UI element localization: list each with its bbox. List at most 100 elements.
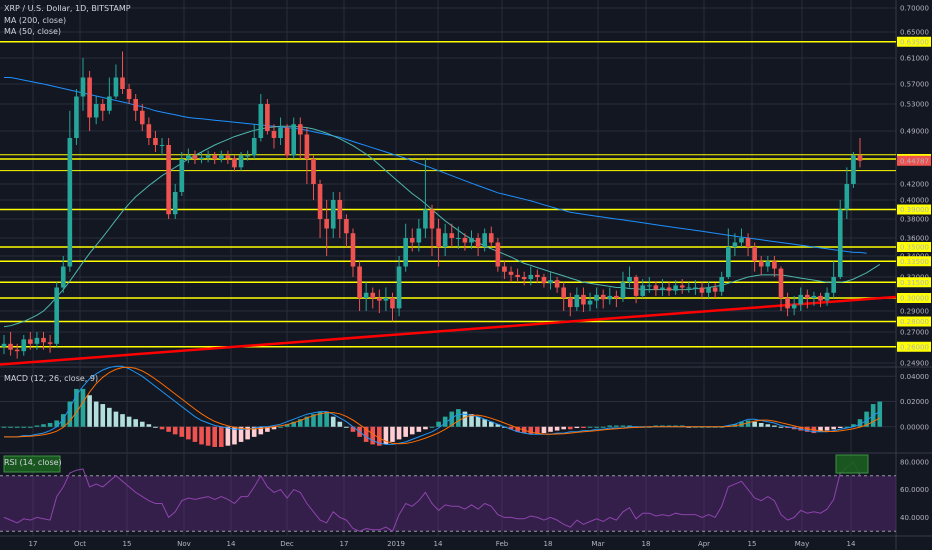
candle-body: [818, 295, 823, 301]
candle-body: [67, 138, 73, 267]
macd-histogram-bar: [60, 414, 66, 427]
level-tag: [897, 341, 931, 352]
macd-histogram-bar: [436, 421, 441, 427]
macd-histogram-bar: [851, 424, 856, 427]
candle-body: [600, 294, 606, 300]
candle-body: [186, 155, 191, 159]
macd-histogram-bar: [600, 426, 606, 428]
macd-histogram-bar: [8, 426, 13, 428]
candle-body: [739, 238, 744, 243]
macd-histogram-bar: [627, 425, 632, 427]
candle-body: [47, 342, 53, 344]
candle-body: [344, 219, 349, 234]
candle-body: [14, 349, 20, 352]
date-tick-label: Mar: [591, 540, 604, 548]
candle-body: [837, 209, 843, 277]
ma200-legend: MA (200, close): [4, 16, 67, 25]
level-tag: [897, 242, 931, 252]
candle-body: [218, 155, 224, 159]
candle-body: [521, 277, 527, 280]
macd-histogram-bar: [561, 426, 566, 430]
date-tick-label: Oct: [74, 540, 86, 548]
candle-body: [712, 287, 718, 292]
candle-body: [370, 292, 376, 298]
macd-histogram-bar: [785, 426, 790, 429]
price-tick-label: 0.36000: [900, 235, 929, 243]
macd-histogram-bar: [679, 425, 685, 427]
macd-histogram-bar: [370, 426, 376, 445]
candle-body: [745, 238, 751, 247]
candle-body: [719, 277, 725, 292]
date-tick-label: 18: [642, 540, 651, 548]
candle-body: [574, 294, 580, 308]
macd-histogram-bar: [607, 425, 613, 427]
macd-histogram-bar: [587, 426, 593, 428]
macd-histogram-bar: [508, 426, 514, 430]
candle-body: [660, 287, 665, 290]
macd-histogram-bar: [146, 424, 152, 427]
macd-histogram-bar: [113, 411, 119, 427]
candle-body: [192, 155, 198, 159]
macd-histogram-bar: [383, 426, 389, 445]
macd-histogram-bar: [120, 414, 125, 427]
level-tag-label: 0.63500: [900, 38, 929, 46]
rsi-band: [0, 475, 896, 532]
level-tag-label: 0.26000: [900, 343, 929, 351]
candle-body: [633, 277, 639, 296]
macd-histogram-bar: [818, 426, 823, 432]
macd-histogram-bar: [456, 409, 461, 427]
candle-body: [462, 238, 468, 243]
macd-histogram-bar: [245, 426, 250, 440]
candle-body: [265, 104, 270, 131]
price-tick-label: 0.24900: [900, 360, 929, 368]
candle-body: [357, 266, 362, 298]
candle-body: [363, 292, 369, 298]
candle-body: [495, 242, 501, 267]
candle-body: [515, 274, 520, 277]
candle-body: [304, 134, 310, 159]
macd-histogram-bar: [449, 411, 455, 427]
candle-body: [469, 238, 474, 243]
candle-body: [844, 184, 850, 210]
ma200-line: [4, 77, 867, 254]
macd-histogram-bar: [251, 426, 257, 437]
macd-histogram-bar: [324, 411, 329, 427]
macd-histogram-bar: [488, 421, 494, 427]
rsi-highlight-box-left: [3, 455, 61, 473]
candle-body: [28, 339, 33, 344]
rsi-line: [3, 461, 861, 532]
macd-histogram-bar: [442, 416, 448, 427]
candle-body: [653, 285, 659, 290]
macd-histogram-bar: [291, 421, 297, 427]
macd-histogram-bar: [54, 420, 59, 427]
candle-body: [205, 155, 211, 158]
level-tag: [897, 277, 931, 288]
candle-body: [409, 238, 415, 243]
macd-histogram-bar: [47, 422, 53, 427]
macd-line: [4, 365, 881, 445]
macd-histogram-bar: [824, 426, 830, 431]
candle-body: [456, 238, 461, 239]
candle-body: [232, 158, 237, 168]
macd-histogram-bar: [258, 426, 264, 435]
candle-body: [693, 287, 698, 289]
candle-body: [153, 138, 158, 145]
candle-body: [330, 200, 336, 229]
macd-tick-label: 0.00000: [900, 423, 929, 431]
price-tick-label: 0.40000: [900, 197, 929, 205]
candle-body: [541, 277, 547, 284]
macd-histogram-bar: [831, 426, 836, 430]
macd-histogram-bar: [159, 426, 165, 430]
macd-histogram-bar: [1, 426, 7, 428]
macd-histogram-bar: [284, 424, 290, 427]
macd-histogram-bar: [614, 425, 619, 427]
level-tag: [897, 36, 931, 47]
macd-histogram-bar: [469, 414, 474, 427]
macd-tick-label: 0.02000: [900, 398, 929, 406]
macd-histogram-bar: [844, 426, 850, 428]
candle-body: [706, 287, 711, 293]
macd-tick-label: 0.04000: [900, 373, 929, 381]
candle-body: [811, 295, 817, 298]
